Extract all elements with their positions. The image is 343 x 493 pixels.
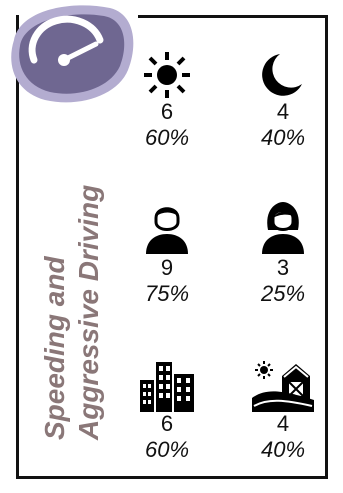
title-line-2: Aggressive Driving: [72, 110, 106, 440]
night-count: 4: [238, 100, 328, 124]
stat-night: 4 40%: [238, 50, 328, 152]
stat-male: 9 75%: [122, 200, 212, 308]
female-count: 3: [238, 256, 328, 280]
male-percent: 75%: [122, 280, 212, 308]
day-count: 6: [122, 100, 212, 124]
city-buildings-icon: [138, 360, 196, 412]
male-count: 9: [122, 256, 212, 280]
vertical-title: Speeding and Aggressive Driving: [38, 110, 106, 440]
stat-rural: 4 40%: [238, 360, 328, 464]
rural-count: 4: [238, 412, 328, 436]
woman-icon: [258, 200, 308, 256]
stat-urban: 6 60%: [122, 360, 212, 464]
sun-icon: [142, 50, 192, 100]
card-frame-top: [138, 15, 328, 18]
moon-icon: [258, 50, 308, 100]
man-icon: [142, 200, 192, 256]
day-percent: 60%: [122, 124, 212, 152]
rural-percent: 40%: [238, 436, 328, 464]
female-percent: 25%: [238, 280, 328, 308]
urban-percent: 60%: [122, 436, 212, 464]
stat-day: 6 60%: [122, 50, 212, 152]
night-percent: 40%: [238, 124, 328, 152]
urban-count: 6: [122, 412, 212, 436]
title-line-1: Speeding and: [38, 110, 72, 440]
rural-barn-icon: [252, 360, 314, 412]
speedometer-badge-icon: [0, 0, 140, 112]
stat-female: 3 25%: [238, 200, 328, 308]
